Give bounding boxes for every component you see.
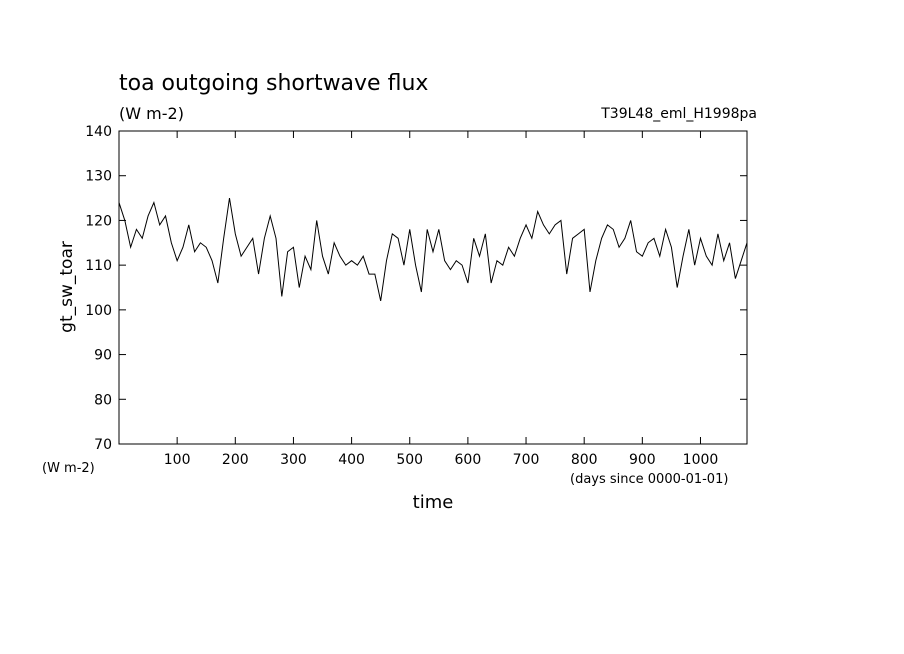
annotation: T39L48_eml_H1998pa: [600, 106, 757, 122]
subtitle: (W m-2): [119, 104, 184, 123]
x-units: (days since 0000-01-01): [570, 472, 728, 487]
x-tick-label: 600: [455, 452, 482, 468]
y-units: (W m-2): [42, 461, 95, 476]
y-tick-label: 110: [85, 258, 112, 274]
y-tick-label: 100: [85, 303, 112, 319]
x-tick-label: 200: [222, 452, 249, 468]
y-tick-label: 120: [85, 213, 112, 229]
x-axis-label: time: [413, 492, 454, 513]
data-line: [118, 197, 748, 302]
y-tick-label: 80: [94, 392, 112, 408]
x-tick-label: 700: [513, 452, 540, 468]
chart-title: toa outgoing shortwave flux: [119, 71, 428, 96]
y-tick-label: 70: [94, 437, 112, 453]
y-axis-label: gt_sw_toar: [57, 241, 77, 333]
plot-frame: [118, 130, 748, 445]
x-tick-label: 500: [396, 452, 423, 468]
x-tick-label: 300: [280, 452, 307, 468]
x-tick-label: 100: [164, 452, 191, 468]
y-tick-label: 90: [94, 348, 112, 364]
x-tick-label: 900: [629, 452, 656, 468]
y-tick-label: 130: [85, 169, 112, 185]
x-tick-label: 800: [571, 452, 598, 468]
x-tick-label: 1000: [683, 452, 719, 468]
x-tick-label: 400: [338, 452, 365, 468]
y-tick-label: 140: [85, 124, 112, 140]
